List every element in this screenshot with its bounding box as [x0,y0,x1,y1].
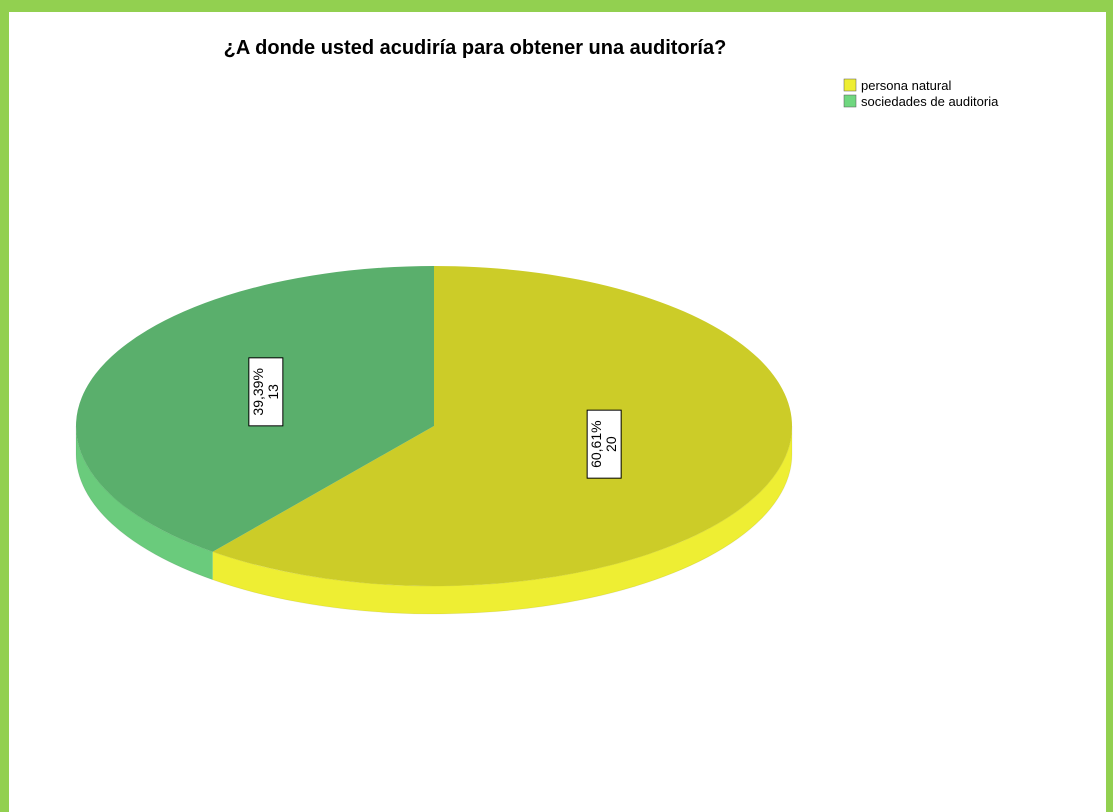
data-labels: 60,61% 20 39,39% 13 [248,357,622,479]
legend-label-sociedades-de-auditoria: sociedades de auditoria [861,94,999,109]
data-label-box [586,409,622,479]
pie-side-sociedades-de-auditoria [76,426,213,580]
pie-slice-persona-natural [212,266,792,586]
pie-side-outline [75,425,793,615]
legend: persona natural sociedades de auditoria [843,78,999,109]
data-label-persona-natural: 60,61% 20 [586,409,622,479]
data-label-count: 13 [265,384,281,400]
data-label-box [248,357,284,427]
chart-title: ¿A donde usted acudiría para obtener una… [224,37,727,59]
legend-label-persona-natural: persona natural [861,78,951,93]
pie-side-persona-natural [212,426,792,615]
legend-swatch-sociedades-de-auditoria [843,94,857,108]
pie-group [75,266,793,615]
data-label-sociedades-de-auditoria: 39,39% 13 [248,357,284,427]
pie-chart: ¿A donde usted acudiría para obtener una… [75,37,999,615]
data-label-percent: 60,61% [588,420,604,467]
legend-swatch-persona-natural [843,78,857,92]
data-label-count: 20 [603,436,619,452]
data-label-percent: 39,39% [250,368,266,415]
